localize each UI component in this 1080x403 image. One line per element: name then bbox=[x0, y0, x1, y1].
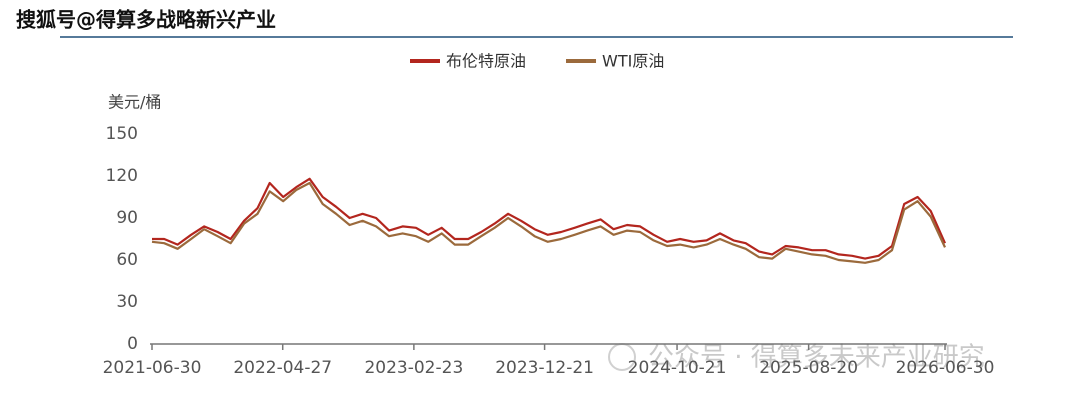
y-tick-label: 150 bbox=[106, 124, 138, 144]
y-tick-label: 90 bbox=[116, 208, 138, 228]
x-tick-label: 2024-10-21 bbox=[628, 358, 727, 378]
y-tick-label: 30 bbox=[116, 292, 138, 312]
legend-label: 布伦特原油 bbox=[446, 52, 526, 71]
y-axis-label: 美元/桶 bbox=[108, 93, 161, 112]
x-tick-label: 2021-06-30 bbox=[103, 358, 202, 378]
y-tick-label: 60 bbox=[116, 250, 138, 270]
series-line bbox=[151, 181, 946, 264]
y-tick-label: 0 bbox=[127, 334, 138, 354]
watermark-icon bbox=[608, 343, 636, 371]
header: 搜狐号@得算多战略新兴产业 bbox=[16, 8, 276, 32]
legend-label: WTI原油 bbox=[602, 52, 664, 71]
watermark: 公众号 · 得算多未来产业研究 bbox=[608, 343, 985, 373]
series-line bbox=[152, 177, 947, 260]
x-tick-label: 2023-02-23 bbox=[364, 358, 463, 378]
x-tick-label: 2026-06-30 bbox=[896, 358, 995, 378]
watermark-text: 公众号 · 得算多未来产业研究 bbox=[648, 343, 985, 373]
y-tick-label: 120 bbox=[106, 166, 138, 186]
x-tick-label: 2025-08-20 bbox=[759, 358, 858, 378]
x-tick-label: 2022-04-27 bbox=[233, 358, 332, 378]
x-tick-label: 2023-12-21 bbox=[495, 358, 594, 378]
